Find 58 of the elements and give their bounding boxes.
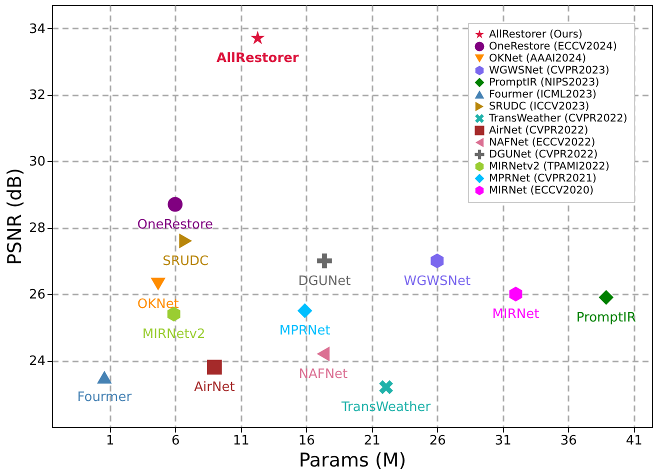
legend-label: OneRestore (ECCV2024)	[489, 40, 617, 52]
y-tick-label: 34	[28, 22, 46, 37]
y-tick-label: 24	[28, 354, 46, 370]
annotation: MIRNet	[492, 307, 540, 322]
point	[297, 303, 312, 318]
y-tick-label: 32	[28, 88, 46, 104]
annotation: AirNet	[194, 380, 235, 396]
point	[430, 253, 444, 268]
point	[207, 360, 222, 375]
legend-label: MPRNet (CVPR2021)	[489, 172, 597, 184]
legend-label: DGUNet (CVPR2022)	[489, 148, 598, 160]
point	[250, 30, 265, 44]
legend-label: TransWeather (CVPR2022)	[488, 112, 628, 124]
point	[168, 196, 183, 212]
point	[379, 380, 394, 394]
annotation: MIRNetv2	[142, 327, 206, 342]
legend-label: NAFNet (ECCV2022)	[489, 136, 596, 148]
point	[150, 278, 166, 291]
legend-label: MIRNetv2 (TPAMI2022)	[489, 160, 610, 172]
legend-label: PromptIR (NIPS2023)	[489, 76, 600, 88]
x-tick-label: 26	[429, 434, 446, 448]
point	[509, 286, 522, 302]
x-tick-label: 6	[172, 434, 180, 448]
y-tick-label: 26	[28, 288, 46, 303]
annotation: NAFNet	[298, 366, 348, 382]
y-tick-label: 30	[28, 154, 46, 170]
annotation: PromptIR	[576, 310, 636, 326]
x-tick-label: 11	[232, 434, 250, 448]
point	[316, 346, 330, 362]
annotation: DGUNet	[298, 274, 351, 289]
annotation: AllRestorer	[216, 51, 300, 66]
legend-label: OKNet (AAAI2024)	[489, 52, 586, 64]
legend-label: SRUDC (ICCV2023)	[489, 100, 590, 112]
annotation: MPRNet	[279, 324, 330, 339]
x-tick-label: 21	[364, 434, 380, 448]
annotation: OKNet	[137, 297, 179, 312]
annotation: OneRestore	[137, 217, 214, 232]
x-axis-title: Params (M)	[298, 450, 406, 472]
legend-label: AirNet (CVPR2022)	[489, 124, 588, 136]
legend-label: AllRestorer (Ours)	[489, 28, 582, 40]
x-tick-label: 36	[560, 434, 577, 448]
annotation: WGWSNet	[404, 274, 471, 289]
y-axis-title: PSNR (dB)	[4, 168, 26, 265]
legend-label: MIRNet (ECCV2020)	[489, 184, 594, 196]
point	[179, 234, 192, 248]
x-tick-label: 31	[494, 434, 512, 448]
y-tick-label: 28	[28, 221, 46, 236]
x-tick-label: 41	[626, 434, 642, 448]
annotation: SRUDC	[162, 254, 209, 269]
point	[317, 253, 332, 268]
legend-label: Fourmer (ICML2023)	[489, 88, 596, 100]
point	[96, 370, 112, 384]
legend-label: WGWSNet (CVPR2023)	[489, 64, 610, 76]
x-tick-label: 1	[106, 434, 114, 448]
annotation: Fourmer	[77, 390, 132, 406]
annotation: TransWeather	[340, 400, 432, 416]
x-tick-label: 16	[298, 434, 315, 448]
point	[598, 290, 614, 305]
